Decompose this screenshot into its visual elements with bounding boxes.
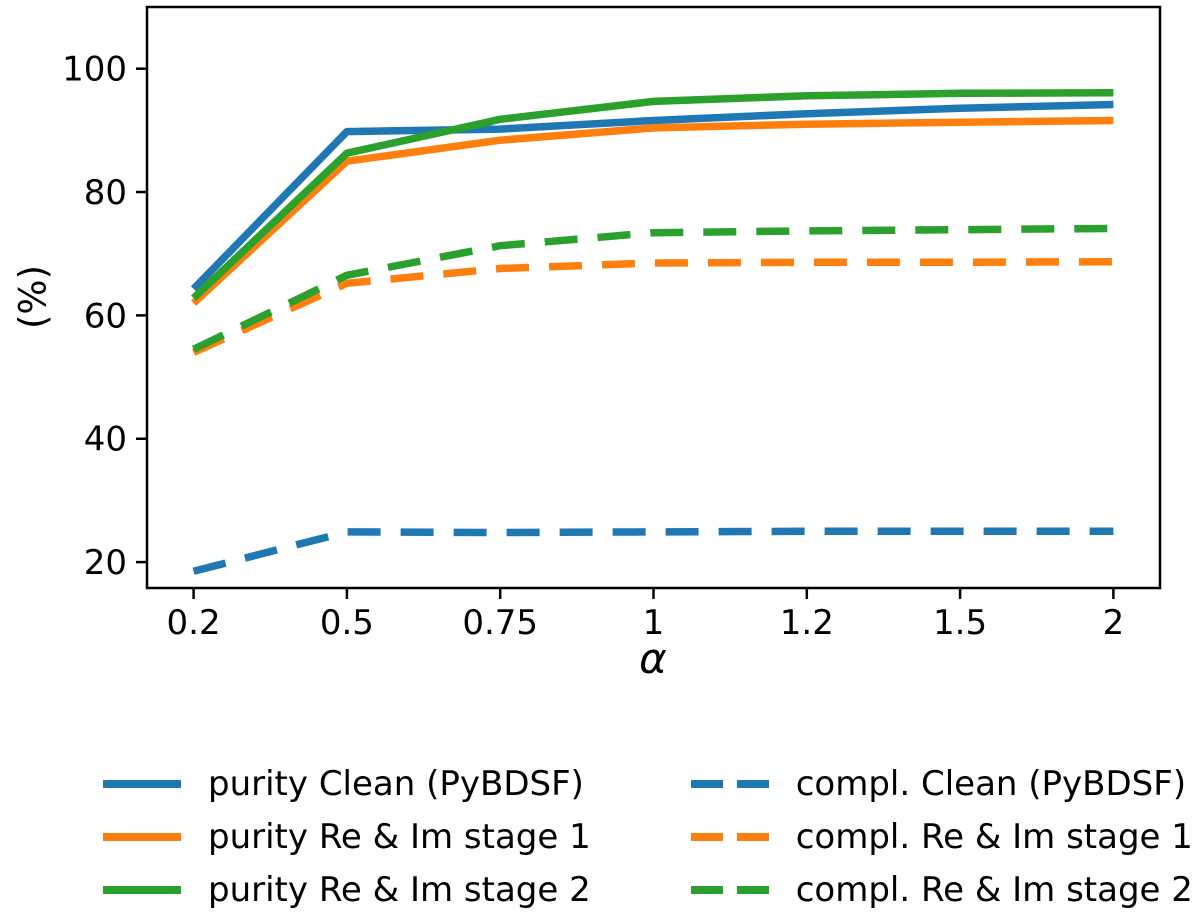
legend-item-purity-re-im-stage-2: purity Re & Im stage 2 bbox=[103, 870, 591, 910]
series-line-purity-re-im-stage-2 bbox=[191, 88, 1114, 301]
legend-item-purity-re-im-stage-1: purity Re & Im stage 1 bbox=[103, 817, 591, 857]
legend-item-compl-re-im-stage-2: compl. Re & Im stage 2 bbox=[690, 869, 1193, 910]
x-tick-label: 0.75 bbox=[462, 603, 538, 643]
y-tick-label: 40 bbox=[84, 420, 127, 460]
series-line-compl-re-im-stage-2 bbox=[191, 224, 1114, 353]
y-tick-label: 20 bbox=[84, 543, 127, 583]
legend-label: compl. Re & Im stage 1 bbox=[795, 816, 1193, 857]
series-line-purity-re-im-stage-1 bbox=[191, 116, 1114, 306]
dashed-line-swatch-icon bbox=[690, 885, 769, 894]
legend-label: compl. Re & Im stage 2 bbox=[795, 869, 1193, 910]
series-line-compl-clean-pybdsf bbox=[192, 527, 1114, 575]
x-tick-label: 1 bbox=[643, 603, 665, 643]
legend-item-compl-re-im-stage-1: compl. Re & Im stage 1 bbox=[690, 816, 1193, 857]
x-axis-label: α bbox=[639, 634, 667, 683]
y-tick-label: 80 bbox=[84, 173, 127, 213]
x-tick-label: 0.2 bbox=[167, 603, 221, 643]
solid-line-swatch-icon bbox=[103, 885, 181, 894]
line-chart: 0.2 0.5 0.75 1 1.2 1.5 2 20 40 60 80 100 bbox=[62, 5, 1162, 643]
x-tick-label: 0.5 bbox=[320, 603, 374, 643]
y-tick-label: 100 bbox=[62, 50, 127, 90]
solid-line-swatch-icon bbox=[103, 779, 181, 788]
legend-item-purity-clean-pybdsf: purity Clean (PyBDSF) bbox=[103, 764, 591, 804]
dashed-line-swatch-icon bbox=[690, 832, 769, 841]
y-tick-label: 60 bbox=[84, 296, 127, 336]
legend-label: compl. Clean (PyBDSF) bbox=[795, 763, 1187, 804]
legend-item-compl-clean-pybdsf: compl. Clean (PyBDSF) bbox=[690, 763, 1193, 804]
solid-line-swatch-icon bbox=[103, 832, 181, 841]
x-tick-label: 1.2 bbox=[780, 603, 834, 643]
x-tick-label: 1.5 bbox=[933, 603, 987, 643]
dashed-line-swatch-icon bbox=[690, 779, 769, 788]
legend: purity Clean (PyBDSF) purity Re & Im stag… bbox=[103, 757, 1193, 916]
legend-label: purity Re & Im stage 2 bbox=[208, 869, 591, 910]
y-axis-label: (%) bbox=[11, 264, 55, 330]
series-line-compl-re-im-stage-1 bbox=[192, 257, 1114, 356]
legend-label: purity Clean (PyBDSF) bbox=[208, 763, 584, 804]
x-tick-label: 2 bbox=[1103, 603, 1125, 643]
legend-label: purity Re & Im stage 1 bbox=[208, 816, 591, 857]
series-line-purity-clean-pybdsf bbox=[190, 100, 1114, 292]
